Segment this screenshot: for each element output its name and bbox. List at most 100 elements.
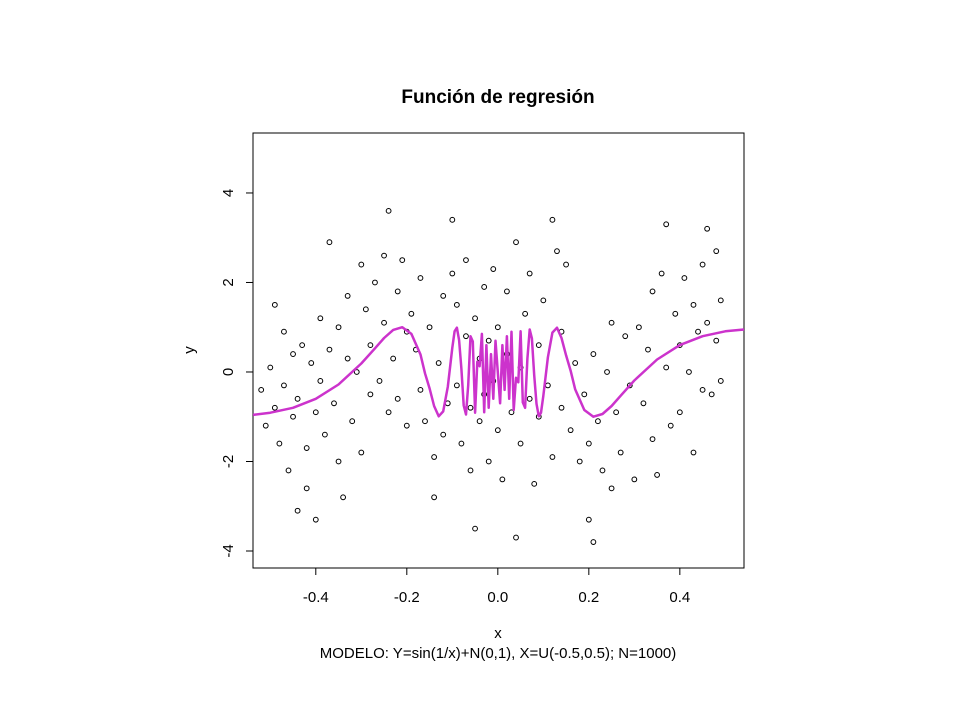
point [604, 369, 610, 375]
point [281, 382, 287, 389]
point [358, 449, 365, 456]
point [440, 431, 447, 438]
point [704, 225, 711, 232]
point [640, 400, 647, 407]
point [567, 427, 574, 434]
point [549, 216, 556, 223]
point [713, 248, 720, 255]
point [667, 422, 674, 429]
point [321, 431, 328, 438]
point [422, 418, 428, 425]
point [613, 409, 620, 416]
point [408, 310, 415, 317]
point [303, 445, 310, 451]
point [381, 252, 387, 259]
point [262, 422, 269, 429]
x-tick-label: -0.4 [303, 589, 329, 606]
point [540, 297, 547, 304]
point [426, 324, 433, 331]
point [303, 485, 310, 492]
point [271, 301, 278, 308]
point [517, 440, 524, 447]
point [294, 395, 301, 402]
point [449, 216, 456, 223]
point [472, 315, 478, 322]
x-tick-label: 0.0 [487, 589, 508, 606]
point [690, 301, 697, 308]
point [394, 288, 401, 295]
point [558, 404, 565, 411]
point [681, 275, 688, 281]
point [376, 378, 383, 384]
point [522, 310, 529, 317]
point [672, 310, 679, 317]
point [358, 261, 365, 268]
point [549, 454, 556, 460]
x-axis-label: x [494, 625, 502, 642]
point [595, 418, 601, 425]
y-tick-label: 4 [220, 189, 237, 197]
point [608, 319, 615, 326]
plot-box [252, 132, 745, 569]
point [472, 525, 478, 532]
point [340, 494, 347, 501]
point [513, 239, 519, 246]
point [431, 494, 438, 501]
point [676, 409, 683, 416]
point [631, 476, 638, 483]
point [453, 301, 460, 308]
point [317, 378, 324, 384]
point [526, 270, 533, 277]
point [708, 391, 715, 398]
x-tick-label: 0.4 [669, 589, 690, 606]
point [344, 355, 351, 362]
point [435, 360, 442, 366]
point [326, 346, 333, 353]
point [699, 386, 706, 393]
point [531, 480, 538, 487]
point [713, 337, 720, 344]
point [258, 386, 265, 393]
point [399, 257, 406, 263]
point [385, 207, 392, 214]
point [485, 458, 492, 465]
point [463, 257, 469, 263]
y-tick-label: 2 [220, 278, 237, 286]
x-tick-label: -0.2 [394, 589, 420, 606]
point [599, 467, 606, 474]
point [312, 409, 319, 416]
point [331, 400, 337, 407]
point [649, 436, 656, 443]
point [663, 364, 670, 371]
point [494, 427, 501, 434]
point [276, 440, 283, 447]
point [290, 413, 296, 420]
point [458, 440, 465, 447]
point [335, 458, 342, 465]
regression-curve [252, 325, 745, 418]
point [281, 328, 287, 335]
point [299, 342, 306, 349]
point [290, 351, 296, 357]
point [513, 534, 519, 541]
point [294, 507, 301, 514]
point [526, 395, 533, 402]
point [467, 467, 474, 474]
point [317, 315, 324, 322]
point [704, 319, 711, 326]
point [608, 485, 615, 492]
point [585, 440, 592, 447]
x-tick-label: 0.2 [578, 589, 599, 606]
point [654, 472, 660, 478]
point [690, 449, 697, 456]
point [585, 516, 592, 523]
y-tick-label: -4 [220, 544, 237, 557]
point [686, 369, 692, 375]
point [326, 239, 333, 246]
point [453, 382, 460, 389]
point [481, 284, 488, 290]
point [635, 324, 642, 331]
point [717, 378, 724, 384]
point [649, 288, 656, 295]
point [572, 360, 579, 366]
